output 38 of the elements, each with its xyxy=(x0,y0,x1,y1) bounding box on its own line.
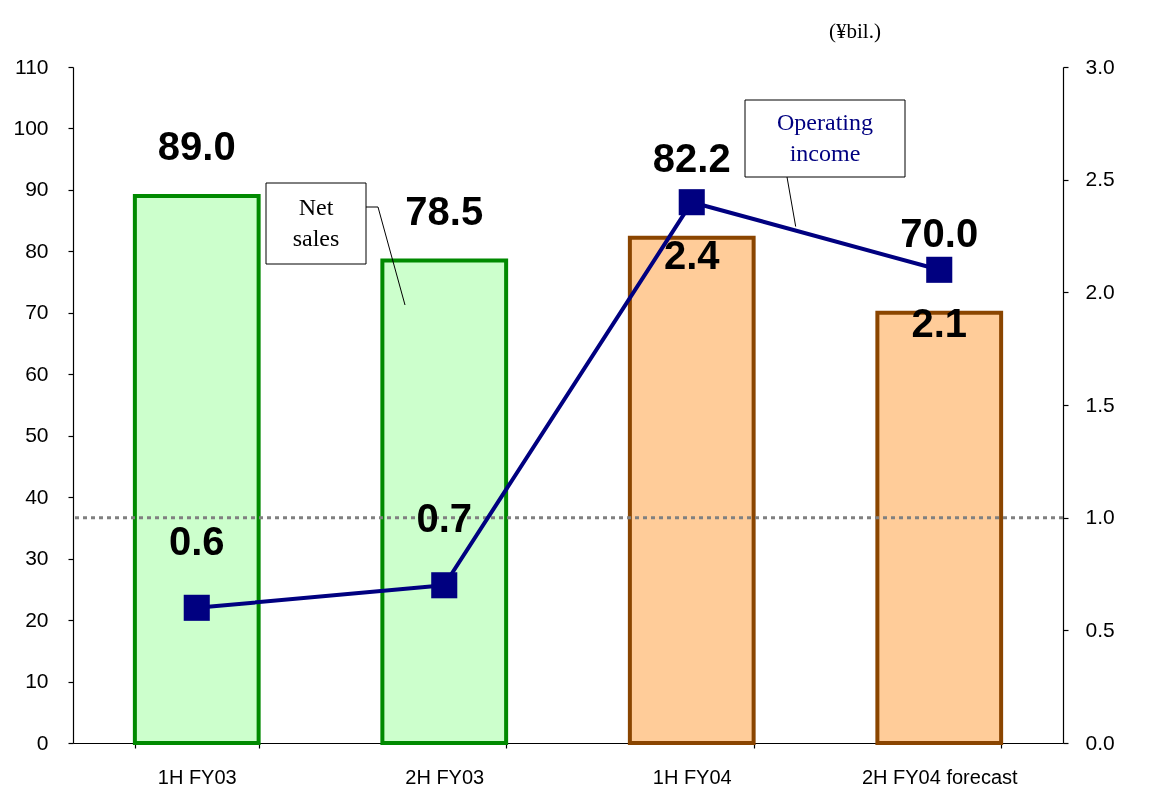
data-label: 0.7 xyxy=(416,496,473,541)
y2-tick-label: 0.0 xyxy=(1085,730,1115,754)
x-tick-label: 1H FY04 xyxy=(652,765,732,787)
y2-tick-label: 2.0 xyxy=(1085,279,1115,303)
point xyxy=(678,189,705,216)
y2-tick-label: 3.0 xyxy=(1085,54,1115,78)
x-tick-label: 1H FY03 xyxy=(157,765,237,787)
y-tick-label: 60 xyxy=(25,361,49,385)
y-tick-label: 80 xyxy=(25,238,49,262)
data-label: 0.6 xyxy=(168,518,225,563)
y2-tick-label: 1.0 xyxy=(1085,505,1115,529)
text: Operating income xyxy=(777,109,873,166)
y-tick-label: 100 xyxy=(13,115,49,139)
y2-tick-label: 0.5 xyxy=(1085,617,1115,641)
x-tick-label: 2H FY03 xyxy=(405,765,485,787)
series-label: Net sales xyxy=(292,194,340,251)
data-label: 70.0 xyxy=(900,210,979,255)
data-label: 89.0 xyxy=(157,124,236,169)
y-tick-label: 50 xyxy=(25,423,49,447)
point xyxy=(183,594,210,621)
y-tick-label: 110 xyxy=(15,54,49,78)
data-label: 78.5 xyxy=(405,188,484,233)
point xyxy=(431,572,458,599)
y-tick-label: 10 xyxy=(25,669,49,693)
y-tick-label: 90 xyxy=(25,177,49,201)
y-tick-label: 70 xyxy=(25,300,49,324)
data-label: 2.1 xyxy=(911,300,968,345)
y2-tick-label: 1.5 xyxy=(1085,392,1115,416)
y2-tick-label: 2.5 xyxy=(1085,167,1115,191)
y-tick-label: 40 xyxy=(25,484,49,508)
x-tick-label: 2H FY04 forecast xyxy=(861,765,1019,787)
y-tick-label: 20 xyxy=(25,607,49,631)
data-label: 82.2 xyxy=(652,135,731,180)
point xyxy=(926,256,953,283)
y-tick-label: 30 xyxy=(25,546,49,570)
y-tick-label: 0 xyxy=(36,730,49,754)
text: (¥bil.) xyxy=(829,19,881,43)
data-label: 2.4 xyxy=(663,233,721,278)
